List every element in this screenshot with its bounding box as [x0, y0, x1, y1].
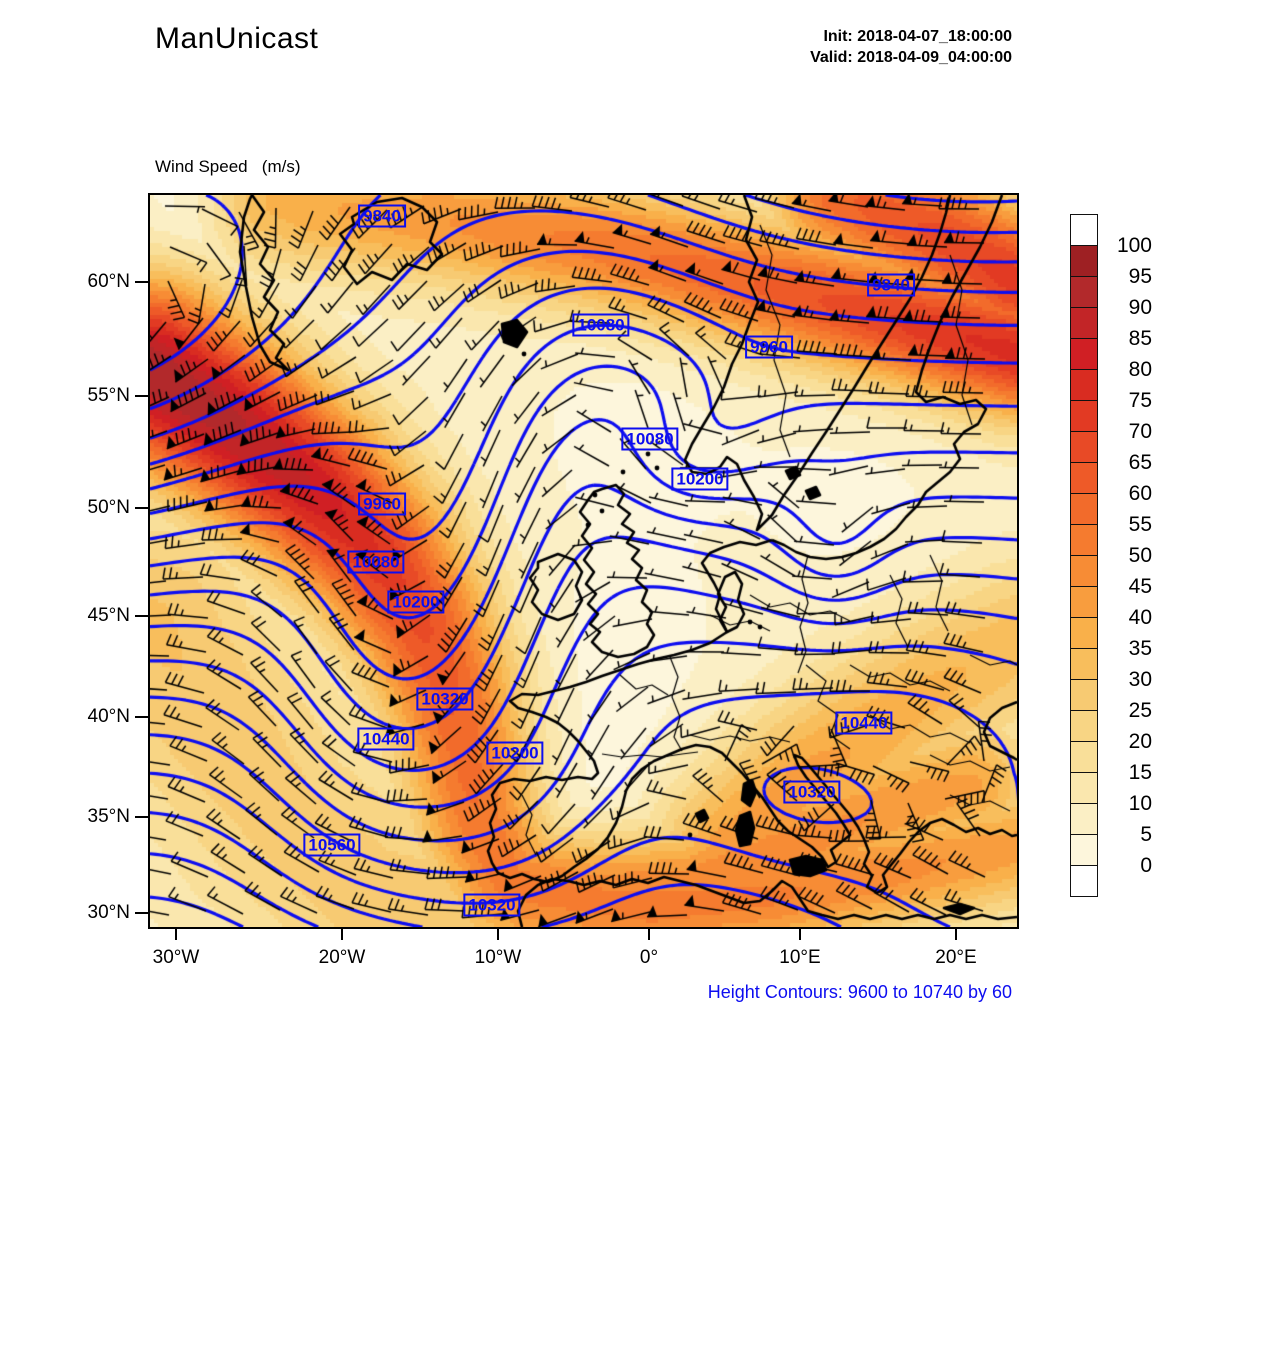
contour-label: 10080 [572, 313, 630, 337]
colorbar-value: 50 [1128, 544, 1152, 567]
lat-tick [135, 716, 148, 718]
lon-tick [175, 927, 177, 940]
lat-tick [135, 395, 148, 397]
lat-tick [135, 615, 148, 617]
colorbar-cell [1070, 803, 1098, 835]
colorbar-cell [1070, 555, 1098, 587]
colorbar-cell [1070, 617, 1098, 649]
colorbar-cell [1070, 741, 1098, 773]
lat-tick-label: 60°N [87, 271, 130, 292]
colorbar-value: 60 [1128, 482, 1152, 505]
colorbar-cell [1070, 586, 1098, 618]
colorbar-value: 90 [1128, 296, 1152, 319]
colorbar-value: 45 [1128, 575, 1152, 598]
lon-tick-label: 0° [639, 947, 659, 968]
lon-tick-label: 10°W [474, 947, 522, 968]
colorbar-value: 10 [1128, 792, 1152, 815]
lat-tick-label: 40°N [87, 706, 130, 727]
wind-speed-colorbar [1070, 214, 1098, 897]
colorbar-cell [1070, 462, 1098, 494]
lon-tick [799, 927, 801, 940]
colorbar-cell [1070, 307, 1098, 339]
init-time: Init: 2018-04-07_18:00:00 [823, 28, 1012, 45]
colorbar-value: 100 [1116, 234, 1152, 257]
contour-label: 10440 [357, 727, 415, 751]
colorbar-value: 65 [1128, 451, 1152, 474]
colorbar-cell [1070, 524, 1098, 556]
contour-range-note: Height Contours: 9600 to 10740 by 60 [707, 982, 1012, 1002]
lon-tick [497, 927, 499, 940]
lon-tick [341, 927, 343, 940]
lon-tick [955, 927, 957, 940]
lon-tick-label: 30°W [152, 947, 200, 968]
lat-tick [135, 281, 148, 283]
legend-line-windspeed: Wind Speed (m/s) [155, 157, 301, 176]
colorbar-cell [1070, 865, 1098, 897]
contour-label: 10320 [463, 893, 521, 917]
contour-label: 10440 [835, 711, 893, 735]
colorbar-value: 40 [1128, 606, 1152, 629]
colorbar-cell [1070, 276, 1098, 308]
lat-tick-label: 55°N [87, 385, 130, 406]
colorbar-value: 30 [1128, 668, 1152, 691]
valid-time: Valid: 2018-04-09_04:00:00 [810, 49, 1012, 66]
contour-label: 10200 [486, 741, 544, 765]
lon-tick-label: 20°E [935, 947, 977, 968]
colorbar-value: 5 [1140, 823, 1152, 846]
contour-label: 10560 [303, 833, 361, 857]
colorbar-cell [1070, 245, 1098, 277]
colorbar-value: 70 [1128, 420, 1152, 443]
colorbar-cell [1070, 493, 1098, 525]
colorbar-value: 55 [1128, 513, 1152, 536]
contour-label: 10080 [347, 550, 405, 574]
colorbar-value: 85 [1128, 327, 1152, 350]
colorbar-cell [1070, 679, 1098, 711]
colorbar-cell [1070, 400, 1098, 432]
lat-tick [135, 816, 148, 818]
contour-label: 10320 [783, 780, 841, 804]
lon-tick-label: 20°W [318, 947, 366, 968]
weather-map-canvas [150, 195, 1017, 927]
colorbar-cell [1070, 834, 1098, 866]
colorbar-cell [1070, 431, 1098, 463]
contour-label: 10200 [387, 590, 445, 614]
contour-label: 10200 [671, 467, 729, 491]
lat-tick [135, 507, 148, 509]
colorbar-cell [1070, 369, 1098, 401]
contour-label: 9840 [358, 204, 406, 228]
colorbar-value: 95 [1128, 265, 1152, 288]
lon-tick [648, 927, 650, 940]
lon-tick-label: 10°E [779, 947, 821, 968]
contour-label: 9840 [867, 273, 915, 297]
contour-label: 10080 [621, 427, 679, 451]
run-times: Init: 2018-04-07_18:00:00 Valid: 2018-04… [810, 26, 1012, 68]
colorbar-cell [1070, 772, 1098, 804]
colorbar-value: 75 [1128, 389, 1152, 412]
map-plot-area: 9840 9840 10080 9960 10080 10200 9960 10080 1020… [148, 193, 1019, 929]
contour-label: 9960 [745, 335, 793, 359]
colorbar-value: 80 [1128, 358, 1152, 381]
colorbar-value: 25 [1128, 699, 1152, 722]
contour-label: 9960 [358, 492, 406, 516]
colorbar-value: 35 [1128, 637, 1152, 660]
lat-tick-label: 50°N [87, 497, 130, 518]
lat-tick-label: 45°N [87, 605, 130, 626]
lat-tick-label: 30°N [87, 902, 130, 923]
colorbar-cell [1070, 214, 1098, 246]
page-title: ManUnicast [155, 22, 319, 55]
colorbar-value: 20 [1128, 730, 1152, 753]
colorbar-value: 0 [1140, 854, 1152, 877]
colorbar-cell [1070, 338, 1098, 370]
lat-tick-label: 35°N [87, 806, 130, 827]
colorbar-value: 15 [1128, 761, 1152, 784]
lat-tick [135, 912, 148, 914]
contour-label: 10320 [416, 687, 474, 711]
colorbar-cell [1070, 710, 1098, 742]
colorbar-cell [1070, 648, 1098, 680]
